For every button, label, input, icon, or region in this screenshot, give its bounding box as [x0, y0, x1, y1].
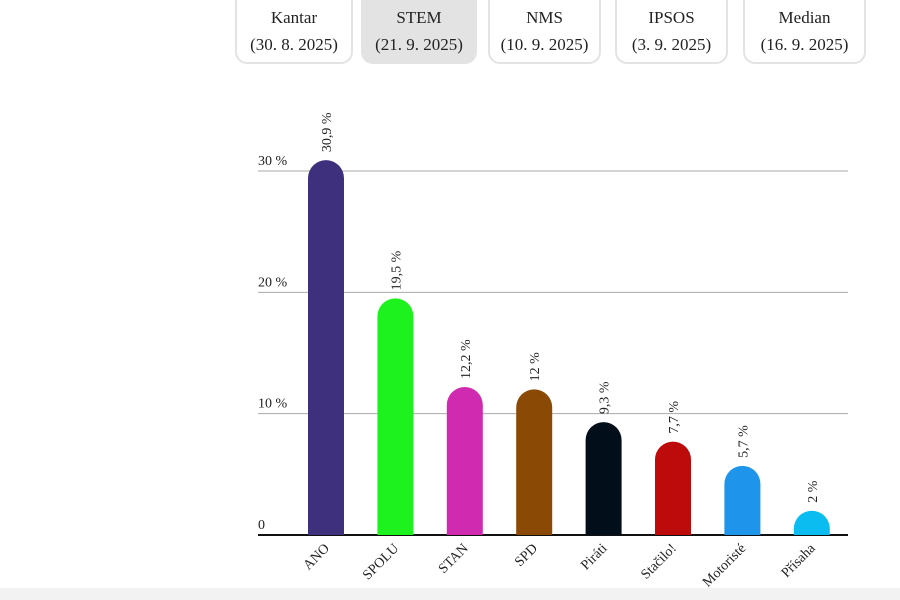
value-label: 30,9 % [320, 112, 335, 152]
y-tick-label: 20 % [258, 275, 288, 290]
y-tick-label: 10 % [258, 397, 288, 412]
y-tick-label: 0 [258, 518, 265, 533]
y-tick-label: 30 % [258, 154, 288, 169]
poll-tab[interactable]: Median (16. 9. 2025) [743, 0, 866, 64]
tab-date: (30. 8. 2025) [250, 35, 338, 54]
tab-name: NMS [526, 8, 563, 27]
value-label: 12,2 % [459, 339, 474, 379]
poll-tab[interactable]: STEM (21. 9. 2025) [361, 0, 477, 64]
bar [793, 510, 830, 535]
x-tick-label: Přísaha [779, 541, 819, 581]
poll-tab[interactable]: Kantar (30. 8. 2025) [235, 0, 353, 64]
poll-tab[interactable]: IPSOS (3. 9. 2025) [615, 0, 728, 64]
x-tick-label: ANO [301, 541, 333, 573]
bar [655, 441, 691, 535]
tab-name: STEM [396, 8, 442, 27]
value-label: 12 % [528, 352, 543, 382]
x-tick-label: Piráti [578, 541, 610, 573]
bar [377, 298, 414, 535]
x-tick-label: SPOLU [360, 541, 402, 583]
value-label: 19,5 % [389, 250, 404, 290]
bar [516, 389, 553, 535]
bar [585, 422, 622, 535]
x-tick-label: Stačilo! [638, 541, 679, 582]
x-tick-label: SPD [512, 541, 541, 570]
x-tick-label: Motoristé [700, 541, 749, 590]
tab-date: (21. 9. 2025) [375, 35, 463, 54]
value-label: 5,7 % [736, 425, 751, 458]
bar [724, 465, 761, 535]
value-label: 7,7 % [667, 401, 682, 434]
tab-date: (3. 9. 2025) [631, 35, 712, 54]
poll-tab[interactable]: NMS (10. 9. 2025) [488, 0, 601, 64]
tab-name: Median [778, 8, 831, 27]
tab-name: IPSOS [648, 8, 695, 27]
tab-date: (10. 9. 2025) [500, 35, 589, 54]
bar [308, 160, 344, 535]
footer-strip [0, 588, 900, 600]
tab-date: (16. 9. 2025) [760, 35, 849, 54]
bar [446, 386, 483, 535]
tab-name: Kantar [270, 8, 318, 27]
value-label: 2 % [806, 480, 821, 503]
value-label: 9,3 % [598, 381, 613, 414]
x-tick-label: STAN [436, 541, 472, 577]
